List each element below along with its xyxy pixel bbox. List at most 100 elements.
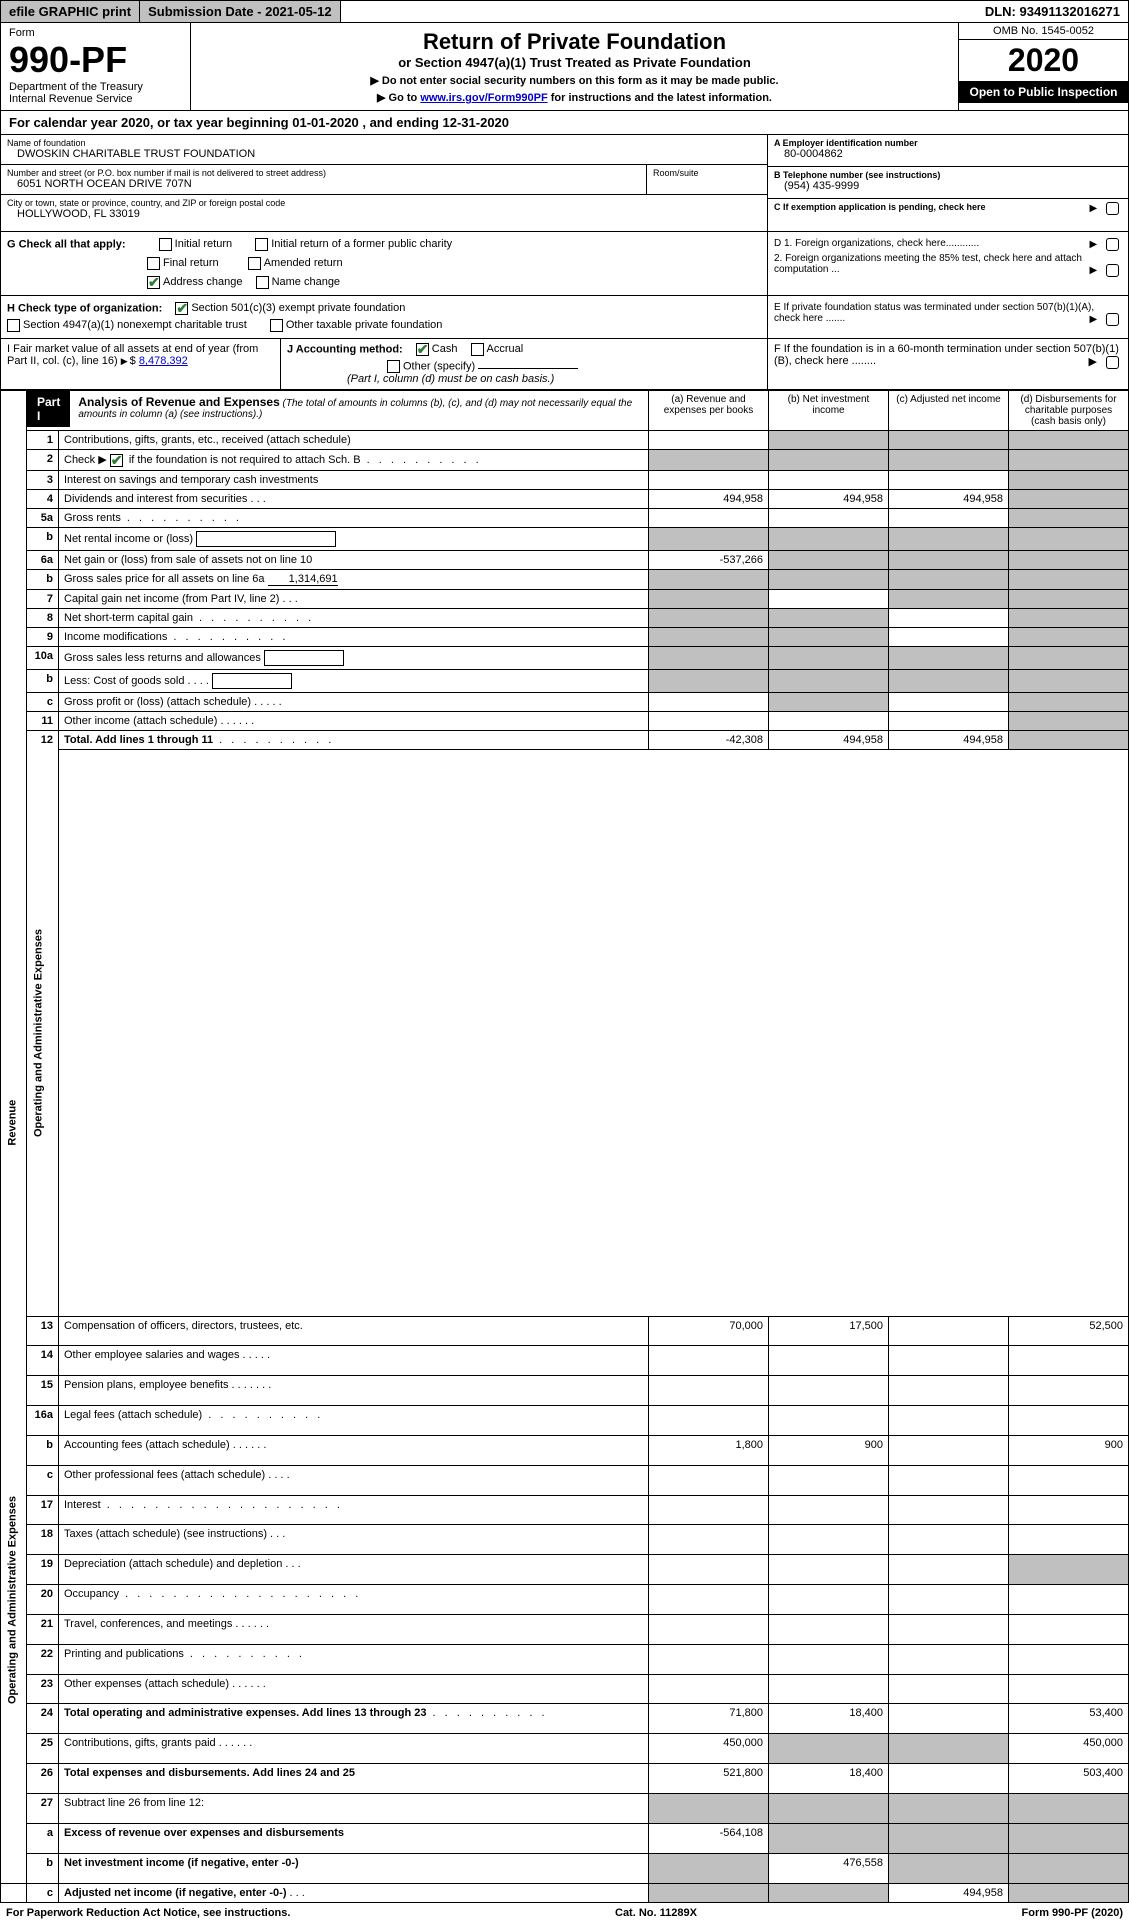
- final-return-checkbox[interactable]: [147, 257, 160, 270]
- room-suite-label: Room/suite: [647, 165, 767, 194]
- expenses-side-label: Operating and Administrative Expenses: [32, 753, 44, 1313]
- table-row: aExcess of revenue over expenses and dis…: [1, 1823, 1129, 1853]
- dln-number: DLN: 93491132016271: [977, 1, 1128, 22]
- instruction-1: ▶ Do not enter social security numbers o…: [197, 74, 952, 87]
- phone-label: B Telephone number (see instructions): [774, 170, 1122, 180]
- part1-table-expenses: Operating and Administrative Expenses 13…: [0, 1316, 1129, 1903]
- initial-return-checkbox[interactable]: [159, 238, 172, 251]
- i-value-link[interactable]: 8,478,392: [139, 355, 188, 367]
- part1-table: Revenue Part I Analysis of Revenue and E…: [0, 390, 1129, 1317]
- table-row: bNet investment income (if negative, ent…: [1, 1853, 1129, 1883]
- phone-value: (954) 435-9999: [774, 180, 1122, 192]
- revenue-side-label: Revenue: [6, 933, 18, 1313]
- table-row: 23Other expenses (attach schedule) . . .…: [1, 1674, 1129, 1704]
- footer-mid: Cat. No. 11289X: [615, 1907, 697, 1919]
- instruction-2: ▶ Go to www.irs.gov/Form990PF for instru…: [197, 91, 952, 104]
- part1-label: Part I: [27, 391, 70, 427]
- submission-date: Submission Date - 2021-05-12: [140, 1, 341, 22]
- calendar-year-row: For calendar year 2020, or tax year begi…: [0, 111, 1129, 135]
- table-row: 20Occupancy: [1, 1585, 1129, 1615]
- ein-value: 80-0004862: [774, 148, 1122, 160]
- check-section-gd: G Check all that apply: Initial return I…: [0, 232, 1129, 296]
- e-label: E If private foundation status was termi…: [774, 302, 1094, 324]
- j-label: J Accounting method:: [287, 343, 403, 355]
- table-row: 24Total operating and administrative exp…: [1, 1704, 1129, 1734]
- form-label: Form: [9, 27, 182, 39]
- page-footer: For Paperwork Reduction Act Notice, see …: [0, 1903, 1129, 1923]
- tax-year: 2020: [959, 40, 1128, 81]
- table-row: 16aLegal fees (attach schedule): [1, 1406, 1129, 1436]
- irs-link[interactable]: www.irs.gov/Form990PF: [420, 92, 547, 104]
- table-row: 25Contributions, gifts, grants paid . . …: [1, 1734, 1129, 1764]
- efile-print-button[interactable]: efile GRAPHIC print: [1, 1, 140, 22]
- cal-end: 12-31-2020: [443, 115, 510, 130]
- name-change-label: Name change: [272, 276, 341, 288]
- col-c-header: (c) Adjusted net income: [889, 391, 1009, 431]
- d2-checkbox[interactable]: [1106, 264, 1119, 277]
- d1-checkbox[interactable]: [1106, 238, 1119, 251]
- e-checkbox[interactable]: [1106, 313, 1119, 326]
- table-row: 15Pension plans, employee benefits . . .…: [1, 1376, 1129, 1406]
- other-taxable-label: Other taxable private foundation: [286, 319, 443, 331]
- name-label: Name of foundation: [7, 138, 761, 148]
- table-row: 21Travel, conferences, and meetings . . …: [1, 1614, 1129, 1644]
- accrual-label: Accrual: [487, 343, 524, 355]
- table-row: cGross profit or (loss) (attach schedule…: [1, 692, 1129, 711]
- amended-label: Amended return: [264, 257, 343, 269]
- f-label: F If the foundation is in a 60-month ter…: [774, 343, 1119, 367]
- sec501-checkbox[interactable]: [175, 302, 188, 315]
- f-checkbox[interactable]: [1106, 356, 1119, 369]
- address-change-label: Address change: [163, 276, 243, 288]
- address-label: Number and street (or P.O. box number if…: [7, 168, 640, 178]
- col-b-header: (b) Net investment income: [769, 391, 889, 431]
- address-change-checkbox[interactable]: [147, 276, 160, 289]
- name-change-checkbox[interactable]: [256, 276, 269, 289]
- table-row: 27Subtract line 26 from line 12:: [1, 1793, 1129, 1823]
- table-row: 10aGross sales less returns and allowanc…: [1, 646, 1129, 669]
- form-header: Form 990-PF Department of the Treasury I…: [0, 23, 1129, 111]
- exemption-label: C If exemption application is pending, c…: [774, 202, 986, 212]
- ein-label: A Employer identification number: [774, 138, 1122, 148]
- j-note: (Part I, column (d) must be on cash basi…: [287, 373, 761, 385]
- cash-checkbox[interactable]: [416, 343, 429, 356]
- ijf-section: I Fair market value of all assets at end…: [0, 339, 1129, 390]
- other-method-checkbox[interactable]: [387, 360, 400, 373]
- identity-block: Name of foundation DWOSKIN CHARITABLE TR…: [0, 135, 1129, 232]
- form-number: 990-PF: [9, 39, 182, 81]
- dept-label: Department of the Treasury: [9, 81, 182, 93]
- form-subtitle: or Section 4947(a)(1) Trust Treated as P…: [197, 55, 952, 70]
- table-row: 7Capital gain net income (from Part IV, …: [1, 589, 1129, 608]
- omb-number: OMB No. 1545-0052: [959, 23, 1128, 40]
- table-row: cAdjusted net income (if negative, enter…: [1, 1883, 1129, 1902]
- table-row: 18Taxes (attach schedule) (see instructi…: [1, 1525, 1129, 1555]
- table-row: 19Depreciation (attach schedule) and dep…: [1, 1555, 1129, 1585]
- final-return-label: Final return: [163, 257, 219, 269]
- initial-former-checkbox[interactable]: [255, 238, 268, 251]
- irs-label: Internal Revenue Service: [9, 93, 182, 105]
- sec4947-label: Section 4947(a)(1) nonexempt charitable …: [23, 319, 247, 331]
- foundation-name: DWOSKIN CHARITABLE TRUST FOUNDATION: [7, 148, 761, 160]
- i-label: I Fair market value of all assets at end…: [7, 343, 258, 367]
- amended-checkbox[interactable]: [248, 257, 261, 270]
- table-row: 1Contributions, gifts, grants, etc., rec…: [1, 431, 1129, 450]
- other-method-label: Other (specify): [403, 360, 475, 372]
- footer-left: For Paperwork Reduction Act Notice, see …: [6, 1907, 290, 1919]
- sec4947-checkbox[interactable]: [7, 319, 20, 332]
- exemption-checkbox[interactable]: [1106, 202, 1119, 215]
- check-section-he: H Check type of organization: Section 50…: [0, 296, 1129, 339]
- table-row: 6aNet gain or (loss) from sale of assets…: [1, 550, 1129, 569]
- table-row: bLess: Cost of goods sold . . . .: [1, 669, 1129, 692]
- col-d-header: (d) Disbursements for charitable purpose…: [1009, 391, 1129, 431]
- other-taxable-checkbox[interactable]: [270, 319, 283, 332]
- cal-mid: , and ending: [359, 115, 443, 130]
- initial-return-label: Initial return: [175, 238, 232, 250]
- table-row: 5aGross rents: [1, 508, 1129, 527]
- table-row: bGross sales price for all assets on lin…: [1, 569, 1129, 589]
- cal-begin: 01-01-2020: [292, 115, 359, 130]
- address-value: 6051 NORTH OCEAN DRIVE 707N: [7, 178, 640, 190]
- table-row: bNet rental income or (loss): [1, 527, 1129, 550]
- initial-former-label: Initial return of a former public charit…: [271, 238, 452, 250]
- table-row: 17Interest: [1, 1495, 1129, 1525]
- sch-b-checkbox[interactable]: [110, 454, 123, 467]
- accrual-checkbox[interactable]: [471, 343, 484, 356]
